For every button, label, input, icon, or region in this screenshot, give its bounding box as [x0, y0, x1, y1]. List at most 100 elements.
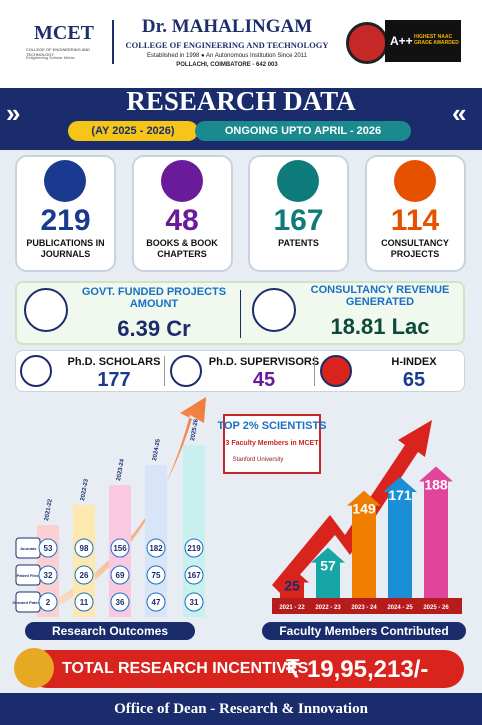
logo-caption: COLLEGE OF ENGINEERING AND TECHNOLOGY [26, 47, 91, 57]
value-circle [184, 565, 204, 585]
funding-value: 6.39 Cr [117, 316, 191, 341]
value-circle [146, 538, 166, 558]
year-label: 2022 - 23 [315, 605, 341, 611]
icon [20, 355, 52, 387]
people-label: H-INDEX [391, 356, 437, 368]
stat-label: CONSULTANCY PROJECTS [381, 238, 449, 259]
incentives-label: TOTAL RESEARCH INCENTIVES [62, 660, 309, 677]
value-label: 156 [113, 544, 127, 553]
bar [275, 567, 309, 598]
year-label: 2021 - 22 [279, 605, 305, 611]
stat-label: BOOKS & BOOK CHAPTERS [146, 238, 218, 259]
value-circle [184, 538, 204, 558]
row-label: Journals [20, 546, 37, 551]
row-label: Patent Filed [17, 573, 40, 578]
arrow [40, 397, 206, 615]
value-label: 98 [80, 544, 89, 553]
icon [160, 160, 203, 202]
status: ONGOING UPTO APRIL - 2026 [195, 121, 411, 141]
icon [320, 355, 352, 387]
bar [347, 490, 381, 598]
people-label: Ph.D. SCHOLARS [67, 356, 161, 368]
icon [277, 160, 319, 202]
value-label: 26 [80, 571, 89, 580]
icon [393, 160, 436, 202]
value-circle [110, 565, 130, 585]
college-name: Dr. MAHALINGAM [141, 16, 313, 37]
charts: TOP 2% SCIENTISTS 3 Faculty Members in M… [13, 397, 462, 617]
naac-grade: A++ [390, 34, 413, 48]
stat-value: 167 [273, 204, 324, 237]
stat-label: PATENTS [278, 238, 319, 248]
footer: Office of Dean - Research & Innovation [0, 693, 482, 725]
recognition-source: Stanford University [233, 457, 284, 463]
address: POLLACHI, COIMBATORE - 642 003 [176, 62, 278, 68]
people-value: 45 [252, 369, 276, 391]
arrow [272, 420, 432, 595]
value-label: 11 [80, 598, 89, 607]
chart-title: Research Outcomes [25, 622, 195, 640]
stat-value: 48 [165, 204, 199, 237]
value-label: 182 [149, 544, 163, 553]
value-label: 53 [44, 544, 53, 553]
value-circle [146, 592, 166, 612]
bar-value: 149 [352, 501, 376, 517]
value-label: 167 [187, 571, 201, 580]
period: (AY 2025 - 2026) [68, 121, 198, 141]
recognition-box [223, 414, 321, 474]
divider [164, 356, 165, 386]
year-strip [272, 598, 462, 614]
chevron: » [6, 98, 21, 128]
year-label: 2024-25 [152, 438, 162, 461]
value-circle [146, 565, 166, 585]
established: Established in 1998 ● An Autonomous Inst… [147, 53, 307, 59]
column [73, 505, 95, 617]
people-label: Ph.D. SUPERVISORS [208, 356, 320, 368]
bar-value: 188 [424, 476, 448, 492]
value-circle [110, 592, 130, 612]
college-subtitle: COLLEGE OF ENGINEERING AND TECHNOLOGY [125, 40, 329, 50]
value-label: 75 [152, 571, 161, 580]
naac-badge [385, 20, 461, 62]
bar [311, 547, 345, 598]
value-label: 36 [116, 598, 125, 607]
naac-seal [346, 22, 388, 64]
year-label: 2022-23 [80, 478, 90, 501]
bar-value: 25 [284, 578, 300, 594]
incentives-value: ₹ 19,95,213/- [285, 656, 429, 683]
year-label: 2023 - 24 [351, 605, 377, 611]
value-circle [184, 592, 204, 612]
chevron: « [452, 98, 467, 128]
value-label: 47 [152, 598, 161, 607]
year-label: 2025 - 26 [423, 605, 449, 611]
recognition-title: TOP 2% SCIENTISTS [217, 420, 326, 432]
year-label: 2023-24 [116, 458, 126, 481]
icon [14, 648, 54, 688]
column [183, 445, 205, 617]
year-label: 2025-26 [190, 418, 200, 441]
bar [383, 476, 417, 598]
value-circle [74, 538, 94, 558]
recognition-text: 3 Faculty Members in MCET [226, 440, 320, 447]
bar-value: 171 [388, 487, 412, 503]
title: RESEARCH DATA [126, 86, 356, 116]
value-circle [110, 538, 130, 558]
stat-label: PUBLICATIONS IN JOURNALS [26, 238, 105, 259]
divider [314, 356, 315, 386]
year-label: 2024 - 25 [387, 605, 413, 611]
icon [170, 355, 202, 387]
people-value: 177 [97, 369, 131, 391]
bar-value: 57 [320, 558, 336, 574]
year-label: 2021-22 [44, 498, 54, 521]
value-circle [74, 565, 94, 585]
value-circle [38, 565, 58, 585]
value-label: 32 [44, 571, 53, 580]
people-value: 65 [402, 369, 426, 391]
chart-title: Faculty Members Contributed [262, 622, 466, 640]
value-label: 2 [46, 598, 51, 607]
funding-value: 18.81 Lac [330, 314, 430, 339]
funding-label: CONSULTANCY REVENUE GENERATED [310, 284, 450, 308]
row-label: Granted Patents [13, 600, 45, 605]
icon [24, 288, 68, 332]
